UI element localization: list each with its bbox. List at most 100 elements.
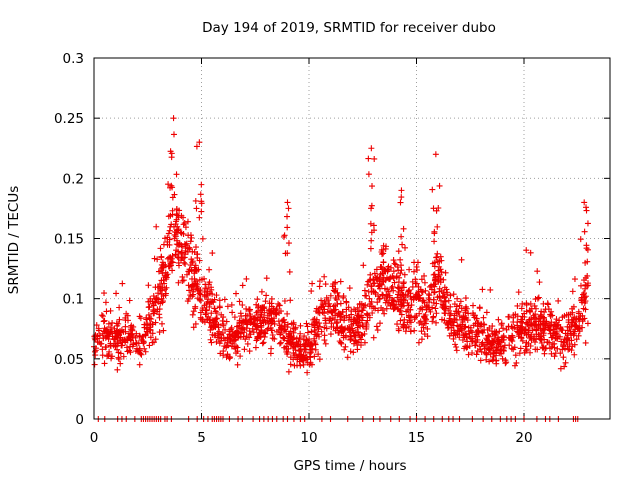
data-point [323, 325, 330, 332]
data-point [368, 283, 375, 290]
data-point [462, 295, 469, 302]
data-point [537, 325, 544, 332]
data-point [481, 345, 488, 352]
data-point [101, 360, 108, 367]
data-point [231, 333, 238, 340]
data-point [434, 294, 441, 301]
axis-ticks: 0 0.05 0.1 0.15 0.2 0.25 0.3 0 5 10 15 20 [54, 51, 610, 446]
data-point [454, 295, 461, 302]
data-point [421, 279, 428, 286]
data-point [453, 316, 460, 323]
data-point [315, 351, 322, 358]
data-point [268, 315, 275, 322]
data-point [569, 288, 576, 295]
data-point [197, 191, 204, 198]
data-point [352, 318, 359, 325]
data-point [206, 303, 213, 310]
data-point [246, 348, 253, 355]
data-point [347, 348, 354, 355]
data-point [165, 230, 172, 237]
y-tick-label: 0.2 [63, 171, 84, 187]
data-point [91, 361, 98, 368]
data-point [405, 314, 412, 321]
data-point [327, 331, 334, 338]
x-tick-label: 10 [300, 430, 317, 446]
data-point [536, 315, 543, 322]
data-point [261, 305, 268, 312]
data-point [582, 281, 589, 288]
data-point [358, 312, 365, 319]
data-point [112, 343, 119, 350]
data-point [297, 362, 304, 369]
data-point [397, 199, 404, 206]
data-point [152, 284, 159, 291]
data-point [533, 326, 540, 333]
data-point [346, 325, 353, 332]
data-point [166, 241, 173, 248]
data-point [414, 267, 421, 274]
data-point [395, 248, 402, 255]
data-point [474, 319, 481, 326]
data-point [369, 310, 376, 317]
data-point [231, 314, 238, 321]
data-point [538, 308, 545, 315]
data-point [556, 317, 563, 324]
data-point [431, 228, 438, 235]
data-point [145, 311, 152, 318]
data-point [241, 346, 248, 353]
data-point [194, 295, 201, 302]
data-point [180, 231, 187, 238]
data-point [343, 306, 350, 313]
data-point [527, 300, 534, 307]
data-point [194, 251, 201, 258]
data-point [528, 331, 535, 338]
data-point [389, 283, 396, 290]
data-point [281, 232, 288, 239]
data-point [429, 260, 436, 267]
data-point [316, 356, 323, 363]
data-point [484, 326, 491, 333]
data-point [407, 328, 414, 335]
data-point [458, 327, 465, 334]
data-point [284, 224, 291, 231]
data-point [422, 315, 429, 322]
data-point [304, 359, 311, 366]
data-point [368, 205, 375, 212]
data-point [337, 300, 344, 307]
data-point [578, 296, 585, 303]
data-point [352, 308, 359, 315]
data-point [498, 321, 505, 328]
data-point [227, 326, 234, 333]
data-point [546, 327, 553, 334]
data-point [160, 261, 167, 268]
data-point [568, 337, 575, 344]
data-point [227, 335, 234, 342]
data-point [220, 334, 227, 341]
data-point [332, 294, 339, 301]
data-point [510, 319, 517, 326]
data-point [303, 336, 310, 343]
data-point [368, 202, 375, 209]
data-point [211, 305, 218, 312]
data-point [233, 330, 240, 337]
data-point [528, 316, 535, 323]
data-point [158, 265, 165, 272]
data-point [555, 297, 562, 304]
data-point [93, 322, 100, 329]
data-point [309, 280, 316, 287]
data-point [158, 320, 165, 327]
data-point [205, 313, 212, 320]
data-point [461, 316, 468, 323]
data-point [422, 320, 429, 327]
data-point [445, 324, 452, 331]
data-point [381, 267, 388, 274]
data-point [411, 327, 418, 334]
data-point [265, 325, 272, 332]
data-point [531, 314, 538, 321]
data-point [337, 339, 344, 346]
data-point [541, 350, 548, 357]
data-point [300, 361, 307, 368]
data-point [101, 290, 108, 297]
data-point [260, 329, 267, 336]
data-point [475, 329, 482, 336]
